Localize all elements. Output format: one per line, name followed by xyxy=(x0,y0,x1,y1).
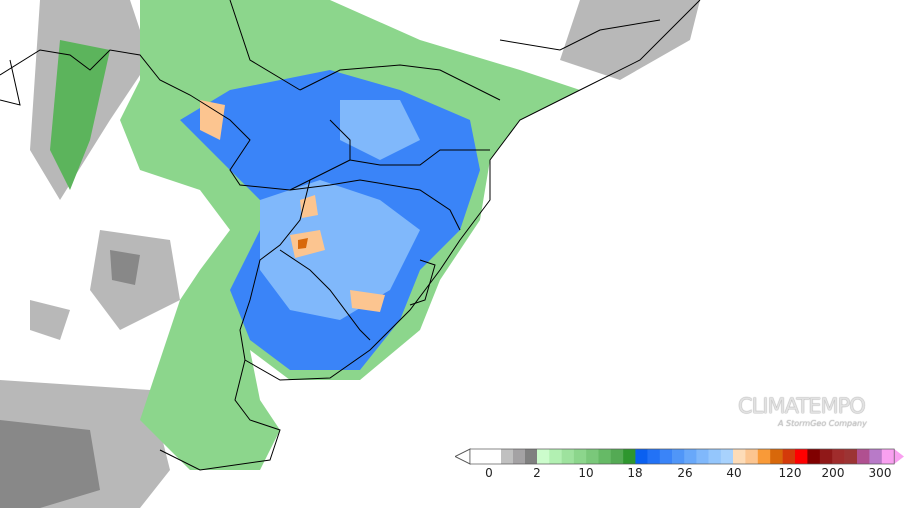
colorbar-cell xyxy=(881,449,895,464)
colorbar-tick-label: 26 xyxy=(677,466,693,480)
precip-orange-spots xyxy=(200,100,385,312)
colorbar-cell xyxy=(573,449,587,464)
colorbar-cell xyxy=(598,449,612,464)
colorbar-frame xyxy=(469,448,895,465)
colorbar-left-arrow xyxy=(455,448,471,465)
colorbar xyxy=(455,448,904,465)
colorbar-cell xyxy=(561,449,575,464)
colorbar-cell xyxy=(525,449,538,464)
colorbar-tick-label: 0 xyxy=(485,466,493,480)
colorbar-right-arrow xyxy=(894,449,904,464)
colorbar-tick-label: 2 xyxy=(533,466,541,480)
colorbar-tick-label: 40 xyxy=(726,466,742,480)
colorbar-cell xyxy=(549,449,562,464)
colorbar-tick-label: 120 xyxy=(778,466,802,480)
colorbar-cell xyxy=(708,449,722,464)
colorbar-cell xyxy=(513,449,526,464)
colorbar-cell xyxy=(807,449,821,464)
colorbar-cell xyxy=(857,449,870,464)
colorbar-cell xyxy=(659,449,673,464)
colorbar-cell xyxy=(819,449,833,464)
colorbar-cell xyxy=(537,449,550,464)
colorbar-cell xyxy=(795,449,808,464)
country-borders xyxy=(0,0,701,471)
colorbar-cell xyxy=(832,449,845,464)
colorbar-cell xyxy=(647,449,661,464)
colorbar-tick-label: 300 xyxy=(868,466,892,480)
colorbar-cell xyxy=(844,449,858,464)
colorbar-cell xyxy=(470,449,502,464)
colorbar-cell xyxy=(745,449,759,464)
colorbar-cell xyxy=(672,449,685,464)
colorbar-cell xyxy=(684,449,697,464)
colorbar-cell xyxy=(782,449,796,464)
logo-tagline: A StormGeo Company xyxy=(778,419,867,428)
colorbar-cell xyxy=(586,449,599,464)
colorbar-cell xyxy=(770,449,783,464)
colorbar-cell xyxy=(623,449,636,464)
colorbar-tick-label: 18 xyxy=(627,466,643,480)
colorbar-cell xyxy=(610,449,624,464)
colorbar-cell xyxy=(635,449,648,464)
colorbar-cell xyxy=(757,449,771,464)
colorbar-cell xyxy=(733,449,746,464)
climatempo-logo: CLIMATEMPO xyxy=(738,394,866,418)
colorbar-cell xyxy=(720,449,734,464)
colorbar-cell xyxy=(696,449,709,464)
colorbar-tick-label: 200 xyxy=(821,466,845,480)
colorbar-cell xyxy=(501,449,514,464)
colorbar-cell xyxy=(869,449,883,464)
colorbar-tick-label: 10 xyxy=(578,466,594,480)
